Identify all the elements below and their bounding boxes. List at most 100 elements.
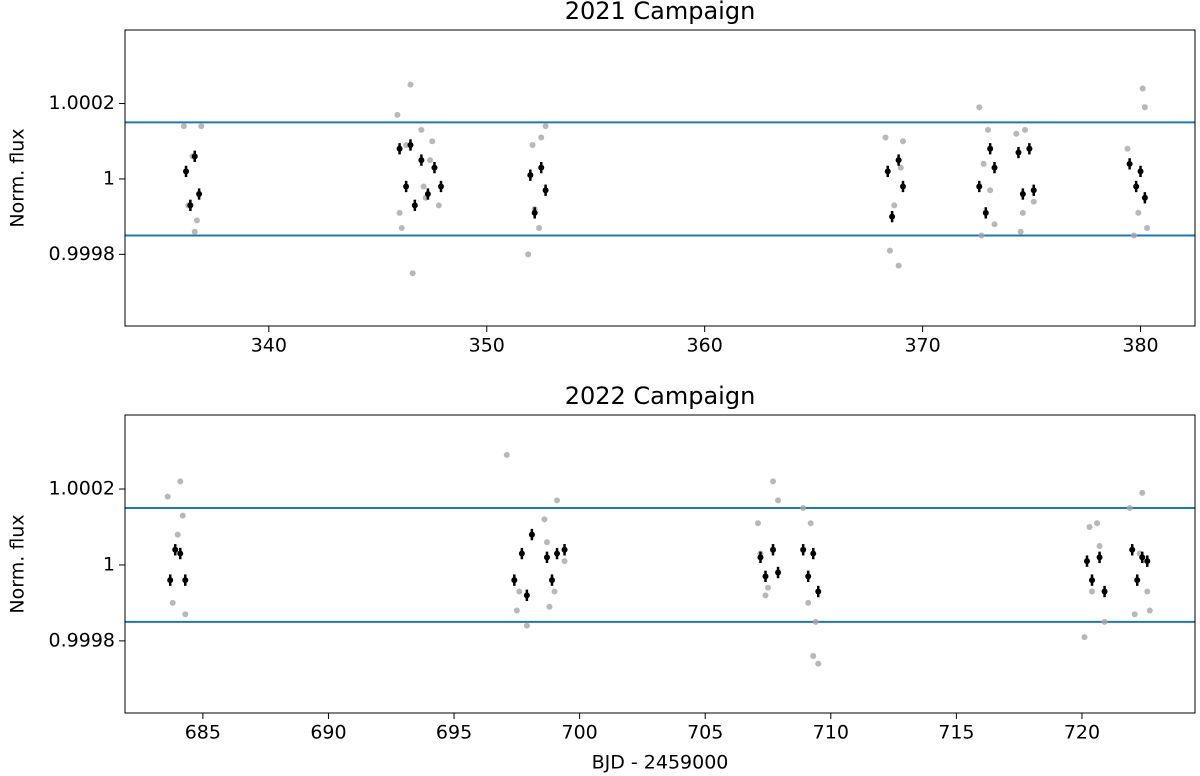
binned-point [191, 153, 198, 160]
binned-point [810, 550, 817, 557]
raw-point [886, 247, 893, 254]
x-tick-label: 695 [436, 722, 472, 744]
x-tick-label: 370 [904, 335, 940, 357]
binned-point [884, 168, 891, 175]
raw-point [1126, 505, 1133, 512]
raw-point [882, 134, 889, 141]
y-tick-label: 0.9998 [49, 243, 115, 265]
raw-point [394, 111, 401, 118]
raw-point [1089, 588, 1096, 595]
raw-point [551, 588, 558, 595]
y-tick-label: 0.9998 [49, 629, 115, 651]
raw-point [812, 618, 819, 625]
raw-point [897, 164, 904, 171]
binned-point [396, 145, 403, 152]
x-tick-label: 705 [687, 722, 723, 744]
plot-frame [124, 414, 1196, 714]
raw-point [1141, 104, 1148, 111]
raw-point [420, 183, 427, 190]
binned-point [418, 157, 425, 164]
raw-point [980, 160, 987, 167]
raw-point [542, 123, 549, 130]
raw-point [418, 126, 425, 133]
y-tick-label: 1.0002 [49, 92, 115, 114]
raw-point [1146, 607, 1153, 614]
binned-point [182, 577, 189, 584]
raw-point [193, 217, 200, 224]
binned-point [1015, 149, 1022, 156]
raw-point [1013, 130, 1020, 137]
raw-point [1017, 228, 1024, 235]
binned-point [1083, 558, 1090, 565]
raw-point [435, 202, 442, 209]
binned-point [518, 550, 525, 557]
binned-point [424, 191, 431, 198]
raw-point [403, 142, 410, 149]
raw-point [1030, 198, 1037, 205]
binned-point [177, 550, 184, 557]
binned-point [1144, 558, 1151, 565]
raw-point [805, 599, 812, 606]
chart-title: 2022 Campaign [565, 382, 756, 410]
y-tick-label: 1 [103, 167, 115, 189]
binned-point [183, 168, 190, 175]
x-tick-label: 690 [310, 722, 346, 744]
raw-point [164, 493, 171, 500]
raw-point [398, 224, 405, 231]
binned-point [1137, 168, 1144, 175]
raw-point [1086, 523, 1093, 530]
raw-point [191, 228, 198, 235]
binned-point [987, 145, 994, 152]
raw-point [891, 202, 898, 209]
y-axis-label: Norm. flux [7, 514, 29, 613]
raw-point [180, 123, 187, 130]
raw-point [429, 138, 436, 145]
binned-point [167, 577, 174, 584]
binned-point [411, 202, 418, 209]
y-axis-label: Norm. flux [7, 128, 29, 227]
raw-point [516, 588, 523, 595]
x-tick-label: 710 [813, 722, 849, 744]
binned-point [991, 164, 998, 171]
binned-point [1141, 194, 1148, 201]
raw-point [177, 478, 184, 485]
binned-point [172, 546, 179, 553]
raw-point [1144, 224, 1151, 231]
x-tick-label: 380 [1122, 335, 1158, 357]
binned-point [542, 187, 549, 194]
raw-point [984, 126, 991, 133]
binned-point [762, 573, 769, 580]
binned-point [805, 573, 812, 580]
binned-point [1096, 554, 1103, 561]
binned-point [431, 164, 438, 171]
raw-point [536, 224, 543, 231]
raw-point [1131, 611, 1138, 618]
raw-point [810, 653, 817, 660]
raw-point [800, 505, 807, 512]
binned-point [1133, 183, 1140, 190]
binned-point [899, 183, 906, 190]
binned-point [561, 546, 568, 553]
binned-point [554, 550, 561, 557]
binned-point [437, 183, 444, 190]
binned-point [770, 546, 777, 553]
binned-point [543, 554, 550, 561]
raw-point [525, 251, 532, 258]
raw-point [529, 142, 536, 149]
raw-point [503, 451, 510, 458]
x-tick-label: 360 [687, 335, 723, 357]
raw-point [174, 531, 181, 538]
raw-point [546, 603, 553, 610]
raw-point [754, 520, 761, 527]
chart-title: 2021 Campaign [565, 0, 756, 25]
raw-point [815, 660, 822, 667]
raw-point [538, 134, 545, 141]
binned-point [403, 183, 410, 190]
x-tick-label: 685 [185, 722, 221, 744]
raw-point [1081, 634, 1088, 641]
binned-point [1026, 145, 1033, 152]
raw-point [541, 516, 548, 523]
x-tick-label: 715 [938, 722, 974, 744]
raw-point [179, 512, 186, 519]
raw-point [523, 622, 530, 629]
